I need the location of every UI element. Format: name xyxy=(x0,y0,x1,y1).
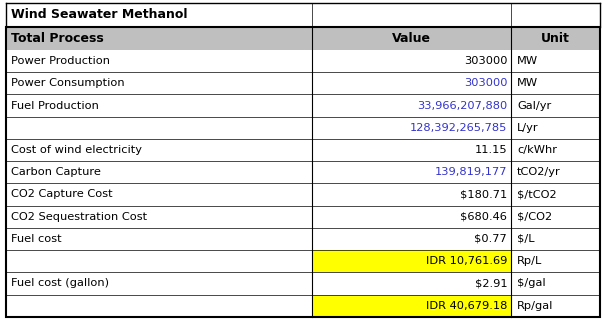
Text: Value: Value xyxy=(392,32,431,45)
Text: $/CO2: $/CO2 xyxy=(517,212,552,222)
Bar xyxy=(6,294,600,317)
Bar xyxy=(6,250,600,272)
Text: $180.71: $180.71 xyxy=(460,189,507,199)
Text: Carbon Capture: Carbon Capture xyxy=(11,167,101,177)
Text: CO2 Sequestration Cost: CO2 Sequestration Cost xyxy=(11,212,147,222)
Bar xyxy=(6,183,600,205)
Text: tCO2/yr: tCO2/yr xyxy=(517,167,561,177)
Text: MW: MW xyxy=(517,56,538,66)
Bar xyxy=(6,94,600,116)
Text: $/gal: $/gal xyxy=(517,278,545,288)
Text: 33,966,207,880: 33,966,207,880 xyxy=(417,100,507,110)
Text: c/kWhr: c/kWhr xyxy=(517,145,557,155)
Text: $/L: $/L xyxy=(517,234,534,244)
Bar xyxy=(6,228,600,250)
Bar xyxy=(6,139,600,161)
Text: Fuel cost (gallon): Fuel cost (gallon) xyxy=(11,278,109,288)
Text: CO2 Capture Cost: CO2 Capture Cost xyxy=(11,189,113,199)
Text: Fuel Production: Fuel Production xyxy=(11,100,99,110)
Text: Power Production: Power Production xyxy=(11,56,110,66)
Text: Rp/L: Rp/L xyxy=(517,256,542,266)
Bar xyxy=(6,72,600,94)
Bar xyxy=(6,50,600,72)
Text: 303000: 303000 xyxy=(464,56,507,66)
Text: IDR 10,761.69: IDR 10,761.69 xyxy=(426,256,507,266)
Text: Fuel cost: Fuel cost xyxy=(11,234,62,244)
Text: Cost of wind electricity: Cost of wind electricity xyxy=(11,145,142,155)
Bar xyxy=(6,3,600,27)
Text: Rp/gal: Rp/gal xyxy=(517,301,553,311)
Bar xyxy=(6,205,600,228)
Text: 128,392,265,785: 128,392,265,785 xyxy=(410,123,507,133)
Text: Power Consumption: Power Consumption xyxy=(11,78,125,88)
Text: Unit: Unit xyxy=(541,32,570,45)
Text: 11.15: 11.15 xyxy=(474,145,507,155)
Text: $2.91: $2.91 xyxy=(474,278,507,288)
Bar xyxy=(312,250,511,272)
Text: Wind Seawater Methanol: Wind Seawater Methanol xyxy=(11,8,187,21)
Bar xyxy=(6,27,600,50)
Text: IDR 40,679.18: IDR 40,679.18 xyxy=(426,301,507,311)
Bar xyxy=(312,294,511,317)
Bar xyxy=(6,161,600,183)
Text: MW: MW xyxy=(517,78,538,88)
Text: $0.77: $0.77 xyxy=(474,234,507,244)
Text: $/tCO2: $/tCO2 xyxy=(517,189,556,199)
Bar xyxy=(6,272,600,294)
Text: Gal/yr: Gal/yr xyxy=(517,100,551,110)
Text: Total Process: Total Process xyxy=(11,32,104,45)
Text: 139,819,177: 139,819,177 xyxy=(435,167,507,177)
Text: 303000: 303000 xyxy=(464,78,507,88)
Text: $680.46: $680.46 xyxy=(461,212,507,222)
Bar xyxy=(6,116,600,139)
Text: L/yr: L/yr xyxy=(517,123,539,133)
